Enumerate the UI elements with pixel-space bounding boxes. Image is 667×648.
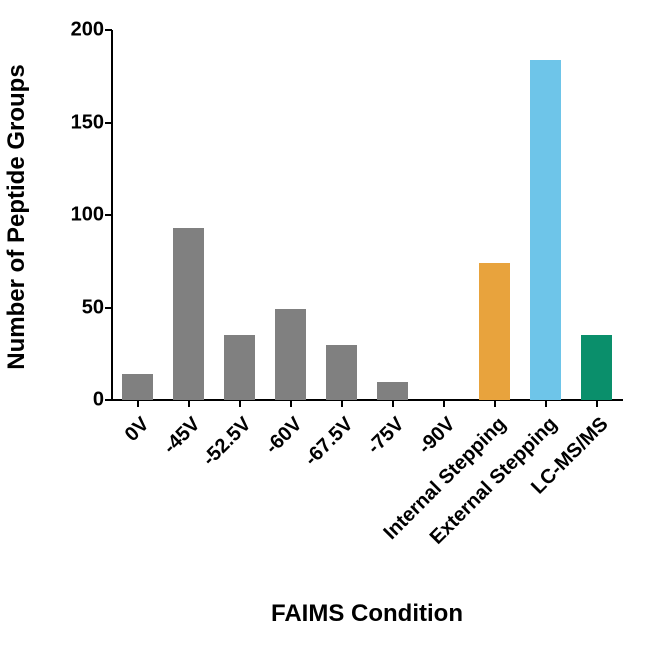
y-tick-label: 0 xyxy=(93,389,112,412)
plot-area: 0501001502000V-45V-52.5V-60V-67.5V-75V-9… xyxy=(112,30,622,400)
y-tick-label: 100 xyxy=(71,204,112,227)
x-tick-mark xyxy=(290,400,292,407)
y-tick-label: 200 xyxy=(71,19,112,42)
bar xyxy=(377,382,409,401)
y-tick-label: 150 xyxy=(71,111,112,134)
bar xyxy=(224,335,256,400)
bar xyxy=(122,374,154,400)
bar xyxy=(326,345,358,401)
y-tick-label: 50 xyxy=(82,296,112,319)
bar xyxy=(173,228,205,400)
chart-container: 0501001502000V-45V-52.5V-60V-67.5V-75V-9… xyxy=(0,0,667,648)
x-tick-mark xyxy=(494,400,496,407)
x-tick-mark xyxy=(392,400,394,407)
bar xyxy=(530,60,562,400)
x-tick-mark xyxy=(239,400,241,407)
x-tick-mark xyxy=(443,400,445,407)
x-axis-label: FAIMS Condition xyxy=(167,600,567,628)
x-tick-mark xyxy=(341,400,343,407)
bar xyxy=(479,263,511,400)
y-axis-label: Number of Peptide Groups xyxy=(3,17,31,417)
x-tick-mark xyxy=(188,400,190,407)
bar xyxy=(581,335,613,400)
bar xyxy=(275,309,307,400)
x-tick-mark xyxy=(545,400,547,407)
x-tick-mark xyxy=(596,400,598,407)
x-tick-mark xyxy=(137,400,139,407)
